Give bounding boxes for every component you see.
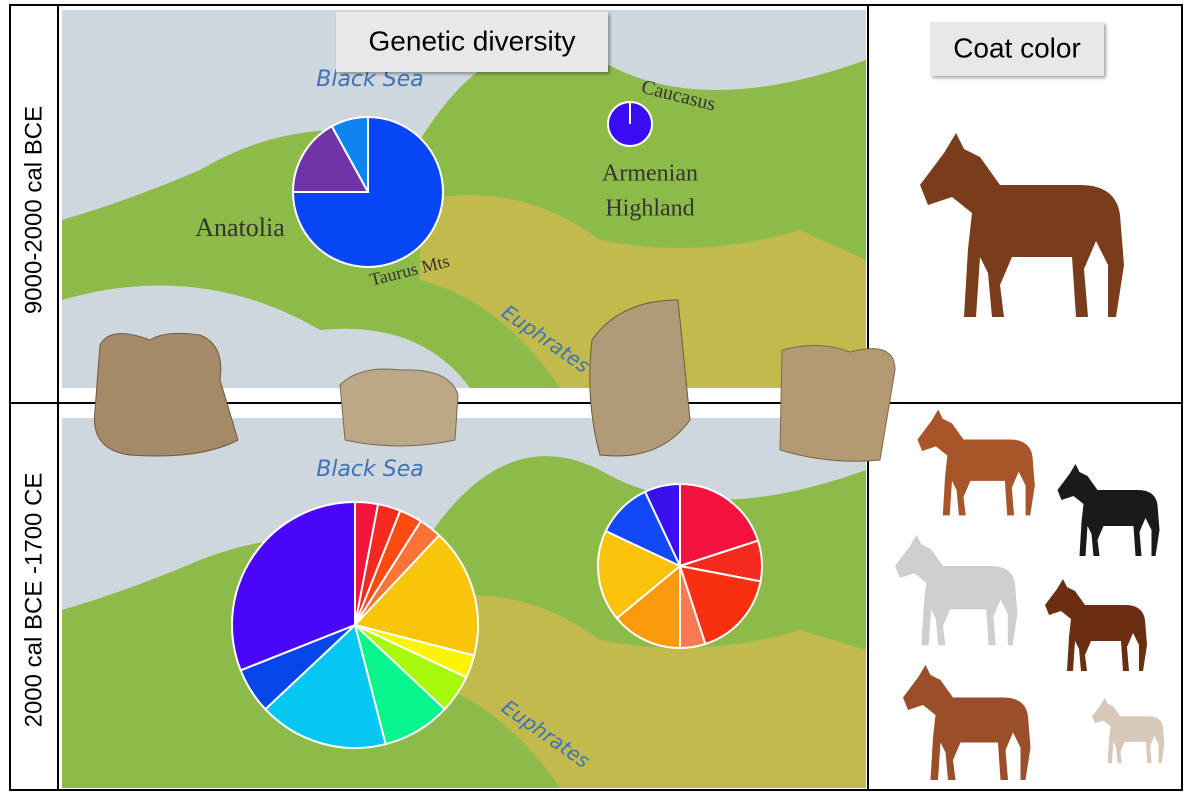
map-label: Highland xyxy=(605,196,694,222)
map-label: Black Sea xyxy=(316,457,424,482)
figure: Black Sea Caucasus Armenian Highland Ana… xyxy=(0,0,1184,792)
horses xyxy=(895,133,1164,780)
panel-title: Coat color xyxy=(953,32,1081,63)
panel-title: Genetic diversity xyxy=(369,25,576,56)
map-label: Armenian xyxy=(602,161,698,187)
map-label: Anatolia xyxy=(195,213,285,242)
period-label: 9000-2000 cal BCE xyxy=(20,106,47,314)
period-label: 2000 cal BCE -1700 CE xyxy=(20,473,47,728)
